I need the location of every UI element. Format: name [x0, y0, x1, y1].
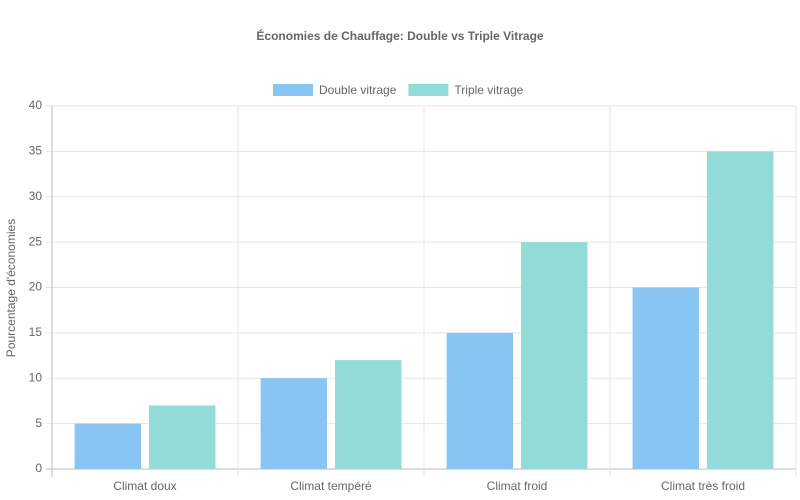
y-tick-label: 5 — [35, 416, 42, 430]
bar — [707, 151, 774, 469]
y-tick-label: 15 — [29, 325, 43, 339]
y-tick-label: 0 — [35, 461, 42, 475]
x-tick-label: Climat tempéré — [290, 479, 372, 493]
y-tick-label: 10 — [29, 370, 43, 384]
bar — [521, 242, 588, 469]
y-axis-label: Pourcentage d'économies — [4, 219, 18, 357]
x-tick-label: Climat très froid — [661, 479, 745, 493]
y-tick-label: 35 — [29, 144, 43, 158]
bar — [446, 332, 513, 469]
legend-label: Double vitrage — [319, 83, 397, 97]
bar — [335, 360, 402, 469]
bar — [260, 378, 327, 469]
chart-title: Économies de Chauffage: Double vs Triple… — [256, 28, 544, 43]
legend-swatch — [273, 84, 313, 96]
y-tick-label: 25 — [29, 234, 43, 248]
bar — [632, 287, 699, 469]
y-tick-label: 40 — [29, 98, 43, 112]
x-tick-label: Climat froid — [487, 479, 548, 493]
x-tick-label: Climat doux — [113, 479, 176, 493]
bar — [74, 423, 141, 469]
y-tick-label: 30 — [29, 189, 43, 203]
legend-label: Triple vitrage — [454, 83, 523, 97]
legend-swatch — [408, 84, 449, 96]
bar — [149, 405, 216, 469]
y-tick-label: 20 — [29, 280, 43, 294]
